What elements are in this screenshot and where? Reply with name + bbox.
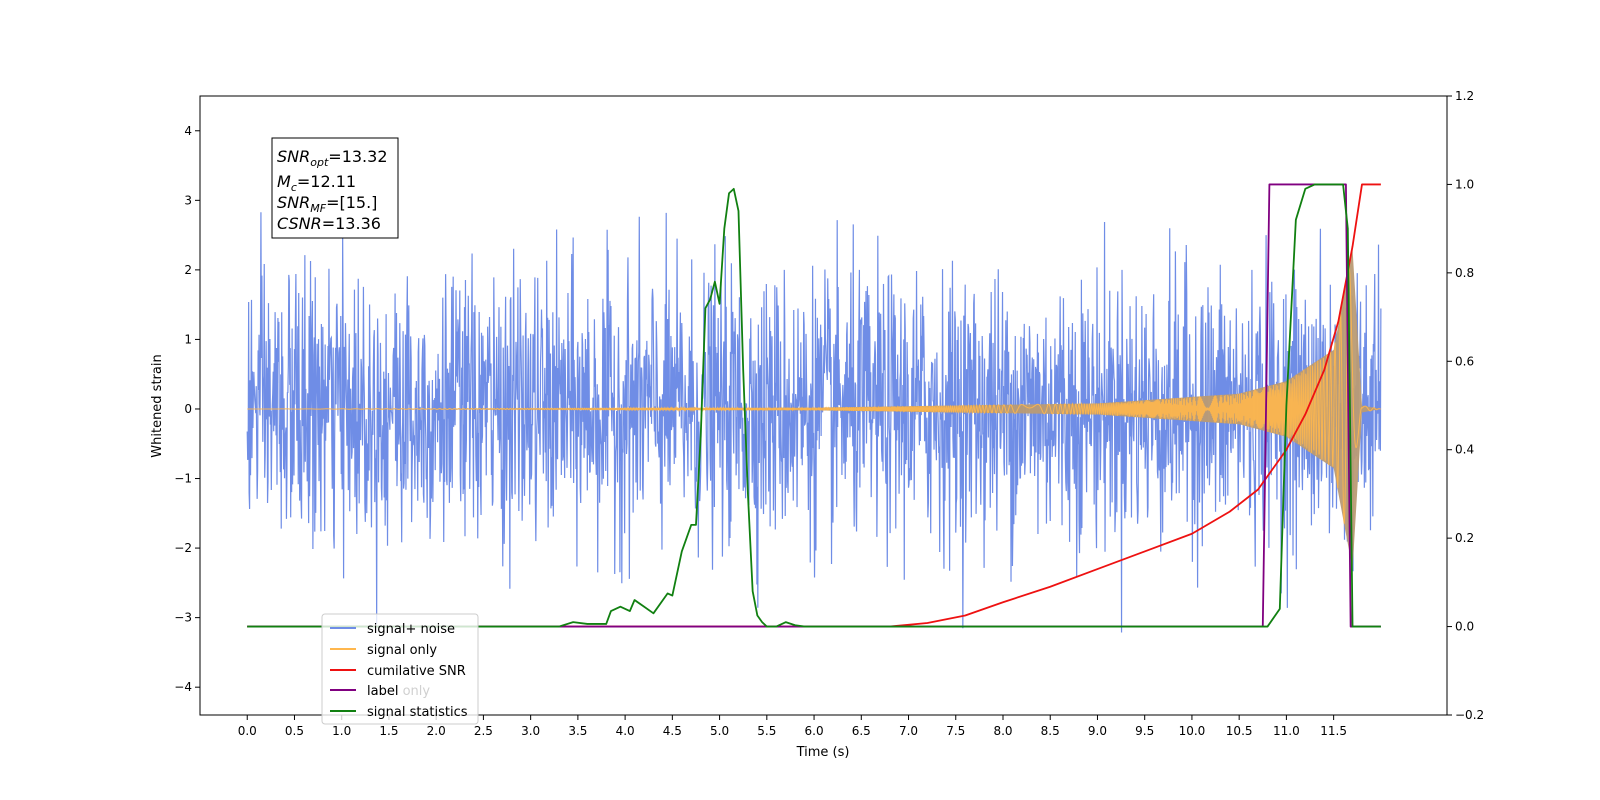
legend-label-signal-statistics: signal statistics [367, 705, 468, 720]
x-tick-label: 11.0 [1273, 724, 1300, 738]
y-right-tick-label: 1.0 [1455, 177, 1474, 191]
x-tick-label: 3.0 [521, 724, 540, 738]
cumulative-snr-line [247, 183, 1381, 628]
y-tick-label: −2 [174, 541, 192, 555]
annotation-chirp-mass: Mc=12.11 [277, 172, 356, 194]
y-tick-label: 0 [184, 402, 192, 416]
x-tick-label: 6.5 [852, 724, 871, 738]
x-tick-label: 7.0 [899, 724, 918, 738]
x-tick-label: 4.5 [663, 724, 682, 738]
y-right-tick-label: 1.2 [1455, 89, 1474, 103]
y-tick-label: −3 [174, 611, 192, 625]
y-axis-left-ticks: 4 3 2 1 0 −1 −2 −3 −4 [174, 124, 200, 694]
annotation-snr-mf: SNRMF=[15.] [277, 193, 377, 215]
legend-hidden-text: label only [367, 684, 430, 699]
y-right-tick-label: −0.2 [1455, 708, 1484, 722]
y-tick-label: −1 [174, 472, 192, 486]
x-axis-label: Time (s) [796, 745, 850, 760]
y-right-tick-label: 0.8 [1455, 266, 1474, 280]
x-tick-label: 9.0 [1088, 724, 1107, 738]
y-tick-label: 4 [184, 124, 192, 138]
x-tick-label: 4.0 [616, 724, 635, 738]
y-tick-label: 3 [184, 193, 192, 207]
x-tick-label: 0.5 [285, 724, 304, 738]
annotation-csnr: CSNR=13.36 [277, 214, 381, 233]
y-right-tick-label: 0.6 [1455, 354, 1474, 368]
x-tick-label: 0.0 [238, 724, 257, 738]
y-tick-label: 2 [184, 263, 192, 277]
legend-label-label: label [367, 684, 398, 699]
x-tick-label: 5.0 [710, 724, 729, 738]
y-tick-label: −4 [174, 680, 192, 694]
x-tick-label: 5.5 [757, 724, 776, 738]
legend-label-signal-noise: signal+ noise [367, 622, 455, 637]
x-axis-ticks: 0.0 0.5 1.0 1.5 2.0 2.5 3.0 3.5 4.0 4.5 5.0 5.5 6.0 6… [238, 715, 1347, 738]
x-tick-label: 7.5 [946, 724, 965, 738]
signal-noise-line [246, 212, 1382, 633]
x-tick-label: 10.5 [1226, 724, 1253, 738]
signal-statistics-line [247, 183, 1381, 628]
x-tick-label: 11.5 [1320, 724, 1347, 738]
x-tick-label: 6.0 [805, 724, 824, 738]
signal-noise-series [246, 212, 1382, 633]
y-axis-label: Whitened strain [150, 354, 165, 457]
x-tick-label: 10.0 [1179, 724, 1206, 738]
x-tick-label: 1.5 [379, 724, 398, 738]
x-tick-label: 2.0 [427, 724, 446, 738]
legend: label only signal+ noise signal only cum… [321, 613, 479, 725]
y-tick-label: 1 [184, 332, 192, 346]
legend-label-signal-only: signal only [367, 643, 437, 658]
y-axis-right-ticks: 1.2 1.0 0.8 0.6 0.4 0.2 0.0 −0.2 [1447, 89, 1484, 722]
x-tick-label: 8.0 [993, 724, 1012, 738]
y-right-tick-label: 0.4 [1455, 443, 1474, 457]
x-tick-label: 1.0 [332, 724, 351, 738]
right-axis-series [247, 183, 1381, 628]
x-tick-label: 2.5 [474, 724, 493, 738]
legend-label-cumulative-snr: cumilative SNR [367, 664, 466, 679]
y-right-tick-label: 0.2 [1455, 531, 1474, 545]
plot-frame [199, 95, 1448, 716]
x-tick-label: 8.5 [1041, 724, 1060, 738]
annotation-snr-opt: SNRopt=13.32 [277, 147, 388, 169]
x-tick-label: 3.5 [568, 724, 587, 738]
signal-only-line [247, 267, 1381, 524]
signal-only-series [247, 249, 1381, 569]
annotation-box: SNRopt=13.32 Mc=12.11 SNRMF=[15.] CSNR=1… [271, 137, 399, 239]
y-right-tick-label: 0.0 [1455, 620, 1474, 634]
x-tick-label: 9.5 [1135, 724, 1154, 738]
